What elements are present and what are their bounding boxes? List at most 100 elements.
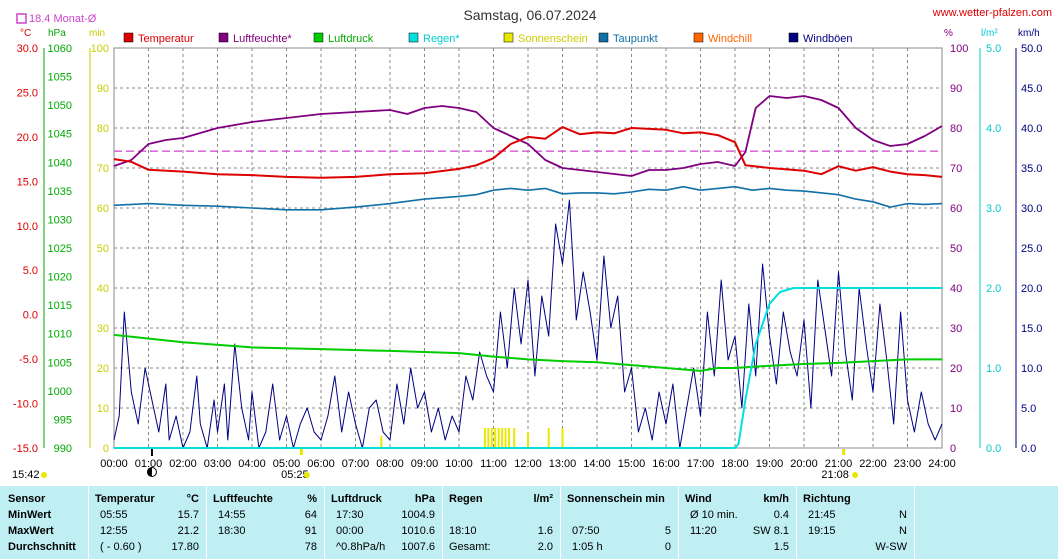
temp-tick-label: 0.0 — [23, 310, 38, 322]
wind-tick-label: 0.0 — [1021, 443, 1036, 455]
row-dir-value: N — [899, 509, 907, 521]
stats-table: Sensor Temperatur °C Luftfeuchte% Luftdruck h… — [0, 486, 1058, 559]
press-tick-label: 990 — [54, 443, 72, 455]
temp-tick-label: 30.0 — [17, 43, 38, 55]
site-link[interactable]: www.wetter-pfalzen.com — [932, 7, 1052, 19]
series-windboen — [113, 199, 943, 449]
press-tick-label: 995 — [54, 414, 72, 426]
legend-label: Sonnenschein — [518, 33, 588, 45]
unit-rain: l/m² — [981, 28, 998, 39]
row-sun-value: 0 — [664, 541, 671, 553]
x-tick-label: 20:00 — [790, 458, 818, 470]
table-separator — [678, 486, 679, 559]
row-press-time: ^0.8hPa/h — [336, 541, 386, 553]
row-temp-time: ( - 0.60 ) — [100, 541, 142, 553]
sun-tick-label: 30 — [97, 323, 109, 335]
day-length-sun-icon — [41, 472, 47, 478]
row-wind-value: 0.4 — [773, 509, 789, 521]
header-luftdruck: Luftdruck — [331, 493, 382, 505]
legend-swatch — [693, 32, 704, 43]
x-tick-label: 06:00 — [307, 458, 335, 470]
temp-tick-label: 25.0 — [17, 87, 38, 99]
temp-tick-label: -15.0 — [13, 443, 38, 455]
table-separator — [560, 486, 561, 559]
x-tick-label: 01:00 — [135, 458, 163, 470]
row-dir-time: 19:15 — [808, 525, 836, 537]
header-luftfeuchte: Luftfeuchte — [213, 493, 273, 505]
sun-bar — [490, 428, 493, 448]
legend-swatch — [313, 32, 324, 43]
header-sonnenschein: Sonnenschein min — [567, 493, 665, 505]
row-hum-value: 64 — [304, 509, 317, 521]
x-tick-label: 00:00 — [100, 458, 128, 470]
sun-tick-label: 0 — [103, 443, 109, 455]
row-hum-value: 91 — [304, 525, 317, 537]
header-hum-unit: % — [307, 493, 317, 505]
x-tick-label: 03:00 — [204, 458, 232, 470]
legend-label: Taupunkt — [613, 33, 658, 45]
rain-tick-label: 3.0 — [986, 203, 1001, 215]
row-hum-value: 78 — [304, 541, 317, 553]
sun-tick-label: 70 — [97, 163, 109, 175]
sun-bar — [483, 428, 486, 448]
row-rain-time: Gesamt: — [449, 541, 491, 553]
sun-tick-label: 10 — [97, 403, 109, 415]
x-tick-label: 21:00 — [825, 458, 853, 470]
rain-tick-label: 2.0 — [986, 283, 1001, 295]
hum-tick-label: 0 — [950, 443, 956, 455]
row-sun-time: 1:05 h — [572, 541, 603, 553]
x-tick-label: 07:00 — [342, 458, 370, 470]
row-label: Durchschnitt — [8, 541, 76, 553]
wind-tick-label: 20.0 — [1021, 283, 1042, 295]
sunrise-marker — [299, 449, 303, 455]
legend-swatch — [408, 32, 419, 43]
hum-tick-label: 60 — [950, 203, 962, 215]
row-dir-value: N — [899, 525, 907, 537]
press-tick-label: 1010 — [48, 329, 72, 341]
x-tick-label: 04:00 — [238, 458, 266, 470]
legend-label: Regen* — [423, 33, 460, 45]
row-wind-value: 1.5 — [773, 541, 789, 553]
sun-tick-label: 20 — [97, 363, 109, 375]
row-sun-time: 07:50 — [572, 525, 600, 537]
header-sensor: Sensor — [8, 493, 46, 505]
row-rain-value: 1.6 — [537, 525, 553, 537]
press-tick-label: 1015 — [48, 300, 72, 312]
header-temperatur: Temperatur — [95, 493, 155, 505]
row-temp-value: 21.2 — [177, 525, 199, 537]
unit-temp: °C — [20, 28, 31, 39]
row-hum-time: 18:30 — [218, 525, 246, 537]
row-press-value: 1004.9 — [401, 509, 435, 521]
hum-tick-label: 10 — [950, 403, 962, 415]
wind-tick-label: 10.0 — [1021, 363, 1042, 375]
series-regen — [114, 287, 942, 449]
table-separator — [324, 486, 325, 559]
temp-tick-label: 15.0 — [17, 176, 38, 188]
row-temp-value: 17.80 — [171, 541, 199, 553]
hum-tick-label: 30 — [950, 323, 962, 335]
unit-wind: km/h — [1018, 28, 1040, 39]
table-separator — [914, 486, 915, 559]
series-luftdruck — [113, 333, 942, 372]
temp-tick-label: -5.0 — [19, 354, 38, 366]
header-wind-unit: km/h — [763, 493, 789, 505]
row-dir-value: W-SW — [875, 541, 907, 553]
chart-title: Samstag, 06.07.2024 — [463, 7, 596, 23]
temp-tick-label: 20.0 — [17, 132, 38, 144]
x-tick-label: 02:00 — [169, 458, 197, 470]
x-tick-label: 14:00 — [583, 458, 611, 470]
unit-hum: % — [944, 28, 953, 39]
wind-tick-label: 25.0 — [1021, 243, 1042, 255]
legend-label: Temperatur — [138, 33, 194, 45]
rain-tick-label: 4.0 — [986, 123, 1001, 135]
wind-tick-label: 30.0 — [1021, 203, 1042, 215]
wind-tick-label: 50.0 — [1021, 43, 1042, 55]
sun-bar — [527, 432, 529, 448]
sun-tick-label: 60 — [97, 203, 109, 215]
rain-tick-label: 0.0 — [986, 443, 1001, 455]
series-temperatur — [113, 126, 943, 179]
wind-tick-label: 15.0 — [1021, 323, 1042, 335]
x-tick-label: 18:00 — [721, 458, 749, 470]
press-tick-label: 1045 — [48, 129, 72, 141]
legend-label: Windchill — [708, 33, 752, 45]
